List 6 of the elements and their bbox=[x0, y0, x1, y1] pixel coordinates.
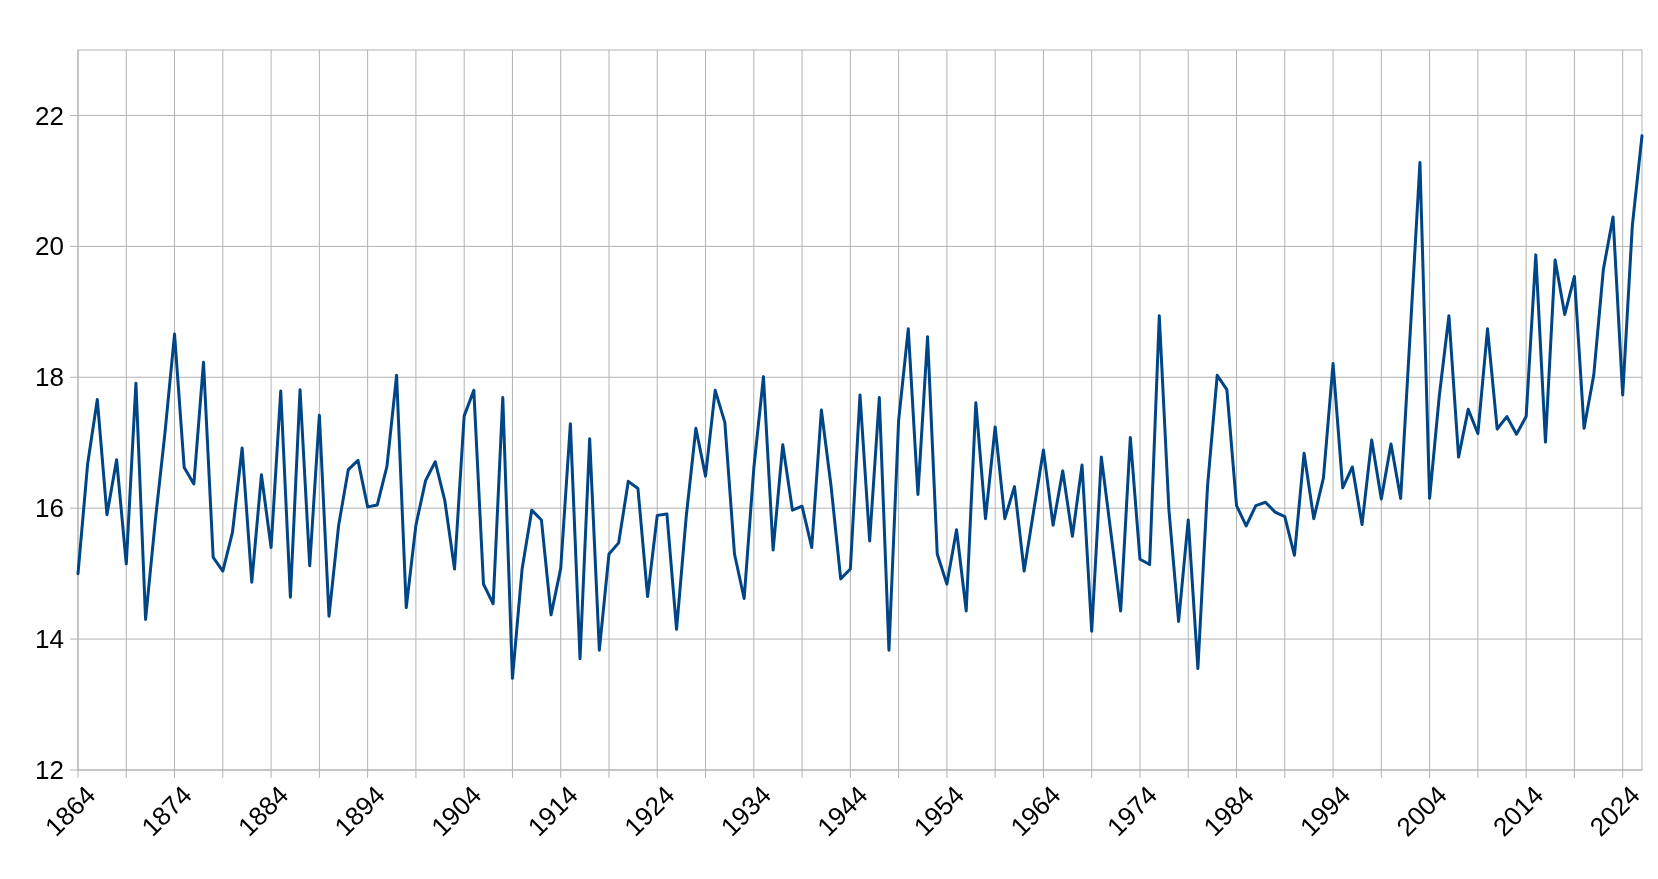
y-tick-label: 22 bbox=[35, 100, 64, 131]
y-tick-label: 20 bbox=[35, 231, 64, 262]
y-tick-label: 14 bbox=[35, 624, 64, 655]
y-tick-label: 18 bbox=[35, 362, 64, 393]
y-tick-label: 16 bbox=[35, 493, 64, 524]
y-tick-label: 12 bbox=[35, 755, 64, 786]
